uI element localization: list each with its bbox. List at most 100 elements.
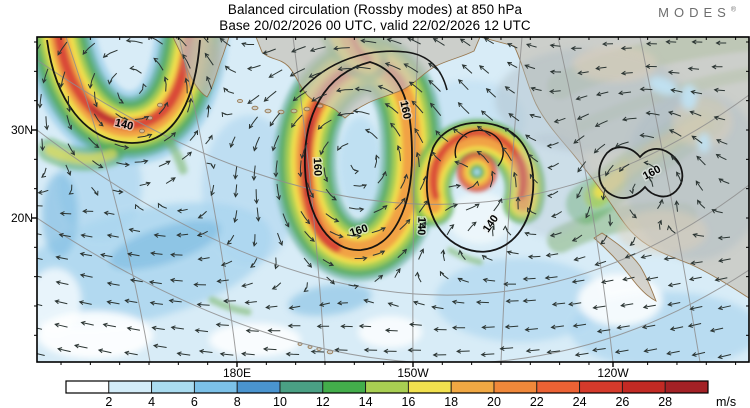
wind-arrow <box>91 186 99 196</box>
wind-arrow <box>37 275 42 278</box>
wind-arrow <box>629 183 636 195</box>
wind-arrow <box>529 113 541 119</box>
land-tint-layer <box>184 37 749 260</box>
wind-arrow <box>255 207 261 222</box>
wind-arrow <box>618 90 632 96</box>
wind-arrow <box>576 186 583 199</box>
wind-arrow <box>648 176 654 187</box>
wind-arrow <box>206 104 212 118</box>
wind-arrow <box>124 350 138 356</box>
wind-arrow <box>485 88 497 98</box>
wind-arrow <box>248 116 258 130</box>
wind-arrow <box>529 173 538 184</box>
wind-arrow <box>354 256 368 261</box>
wind-arrow <box>432 38 445 46</box>
wind-arrow <box>334 347 348 353</box>
wind-arrow <box>456 348 470 354</box>
wind-arrow <box>360 38 377 44</box>
wind-arrow <box>670 155 681 167</box>
wind-arrow <box>102 49 118 59</box>
wind-arrow <box>363 298 374 304</box>
wind-arrow <box>592 347 606 353</box>
wind-arrow <box>550 211 562 219</box>
colorbar-cell <box>365 380 409 394</box>
wind-arrow <box>481 254 493 261</box>
wind-arrow <box>363 347 378 353</box>
wind-arrow <box>58 71 66 88</box>
wind-arrow <box>515 196 521 210</box>
wind-arrow <box>669 326 684 332</box>
wind-arrow <box>507 43 518 49</box>
wind-arrow <box>59 211 72 217</box>
wind-arrow <box>522 276 536 282</box>
wind-arrow <box>66 115 72 131</box>
wind-arrow <box>93 91 98 108</box>
wind-arrow <box>457 79 469 91</box>
wind-arrow <box>522 298 536 304</box>
wind-arrow <box>643 160 655 169</box>
wind-arrow <box>645 63 657 69</box>
wind-arrow <box>714 277 728 282</box>
wind-arrow <box>414 127 424 144</box>
wind-arrow <box>193 282 207 288</box>
wind-arrow <box>547 162 559 171</box>
wind-arrow <box>169 277 183 283</box>
wind-arrow <box>205 134 213 145</box>
wind-arrow <box>415 151 421 168</box>
colorbar-tick-label: 2 <box>105 395 112 408</box>
contour-160-east <box>598 146 684 199</box>
wind-arrow <box>153 233 166 238</box>
wind-vector-layer <box>37 37 732 360</box>
wind-arrow <box>570 45 582 51</box>
wind-arrow <box>304 230 315 242</box>
wind-arrow <box>716 139 728 145</box>
wind-arrow <box>384 328 398 333</box>
wind-arrow <box>549 232 562 238</box>
wind-arrow <box>459 38 471 47</box>
wind-arrow <box>80 233 93 238</box>
wind-arrow <box>241 351 255 357</box>
wind-arrow <box>577 70 589 76</box>
wind-arrow <box>713 87 725 93</box>
wind-arrow <box>594 120 608 127</box>
vortex-eye <box>457 152 497 192</box>
wind-arrow <box>435 130 449 142</box>
wind-arrow <box>409 322 422 328</box>
colorbar-cell <box>151 380 195 394</box>
x-axis-tick-label: 150W <box>397 366 429 380</box>
wind-arrow <box>371 227 386 234</box>
wind-arrow <box>78 300 92 305</box>
wind-arrow <box>291 46 306 53</box>
wind-arrow <box>524 64 536 70</box>
wind-arrow <box>358 323 372 329</box>
wind-arrow <box>688 276 702 282</box>
wind-arrow <box>697 199 706 209</box>
wind-arrow <box>428 62 441 73</box>
wind-arrow <box>553 117 566 124</box>
contour-value-label: 160 <box>311 158 324 177</box>
wind-arrow <box>210 184 215 197</box>
wind-arrow <box>224 65 237 73</box>
wind-arrow <box>642 304 656 310</box>
wind-arrow <box>354 86 372 92</box>
wind-arrow <box>645 276 659 282</box>
wind-arrow <box>505 298 519 304</box>
wind-arrow <box>503 127 516 138</box>
map-border <box>36 36 750 363</box>
wind-arrow <box>374 154 380 168</box>
wind-arrow <box>602 41 614 47</box>
colorbar-cell <box>193 380 238 394</box>
wind-arrow <box>285 351 300 357</box>
wind-arrow <box>620 45 632 51</box>
wind-arrow <box>37 189 49 195</box>
wind-arrow <box>417 221 427 234</box>
wind-arrow <box>308 71 325 78</box>
wind-arrow <box>196 230 208 238</box>
wind-arrow <box>340 323 353 329</box>
wind-arrow <box>65 164 72 177</box>
wind-arrow <box>657 219 662 230</box>
wind-arrow <box>412 300 425 306</box>
wind-arrow <box>323 167 328 183</box>
figure-title: Balanced circulation (Rossby modes) at 8… <box>227 2 523 17</box>
